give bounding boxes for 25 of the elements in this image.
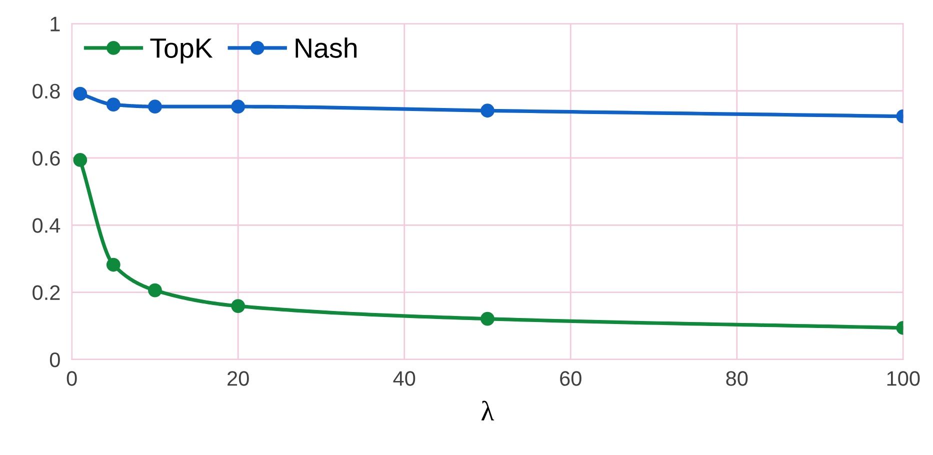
point: [148, 100, 162, 114]
y-tick-label: 0: [50, 352, 60, 368]
legend-label: TopK: [150, 38, 213, 64]
point: [480, 104, 494, 118]
x-tick-label: 100: [887, 371, 920, 386]
point: [106, 98, 120, 112]
x-tick-label: 60: [560, 371, 582, 386]
point: [73, 153, 88, 167]
x-tick-label: 0: [66, 371, 77, 386]
y-tick-label: 0.4: [32, 218, 60, 233]
point: [231, 100, 246, 114]
x-tick-label: 20: [228, 371, 249, 386]
point: [480, 312, 494, 326]
point: [73, 86, 88, 101]
y-tick-label: 1: [50, 16, 60, 32]
y-tick-label: 0.8: [32, 84, 60, 99]
y-tick-label: 0.6: [32, 150, 60, 166]
point: [148, 283, 162, 298]
point: [231, 299, 246, 314]
x-tick-label: 80: [726, 371, 748, 386]
point: [106, 258, 120, 272]
legend-label: Nash: [296, 38, 357, 58]
x-tick-label: 40: [393, 371, 416, 386]
x-axis-title: λ: [481, 400, 494, 420]
y-tick-label: 0.2: [32, 285, 60, 300]
